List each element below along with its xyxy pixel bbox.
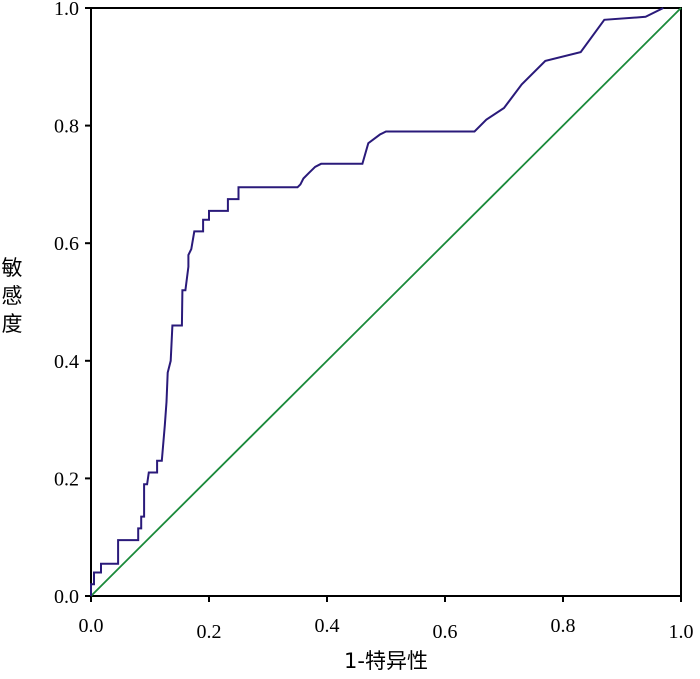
y-axis-title: 敏感度 xyxy=(2,256,23,336)
roc-curve-line xyxy=(90,7,664,596)
x-tick-label: 0.2 xyxy=(197,621,222,643)
x-axis-title: 1-特异性 xyxy=(344,649,428,673)
y-tick-label: 0.4 xyxy=(54,351,79,373)
y-tick-label: 0.6 xyxy=(54,233,79,255)
x-tick-label: 0.0 xyxy=(79,615,104,637)
y-tick-label: 0.8 xyxy=(54,116,79,138)
y-tick-label: 0.2 xyxy=(54,468,79,490)
axis-ticks: 0.0 0.2 0.4 0.6 0.8 1.0 0.0 0.2 0.4 0.6 0.8 1.0 xyxy=(54,0,694,643)
x-tick-label: 0.4 xyxy=(315,615,340,637)
x-tick-label: 0.6 xyxy=(433,621,458,643)
x-tick-label: 0.8 xyxy=(551,615,576,637)
y-axis-title-char: 敏 xyxy=(2,256,23,280)
series-layer xyxy=(90,7,682,597)
plot-frame xyxy=(90,7,682,597)
reference-line xyxy=(90,7,682,597)
y-axis-title-char: 度 xyxy=(2,312,23,336)
y-tick-label: 1.0 xyxy=(54,0,79,20)
y-axis-title-char: 感 xyxy=(2,284,23,308)
x-tick-label: 1.0 xyxy=(669,621,694,643)
y-tick-label: 0.0 xyxy=(54,586,79,608)
